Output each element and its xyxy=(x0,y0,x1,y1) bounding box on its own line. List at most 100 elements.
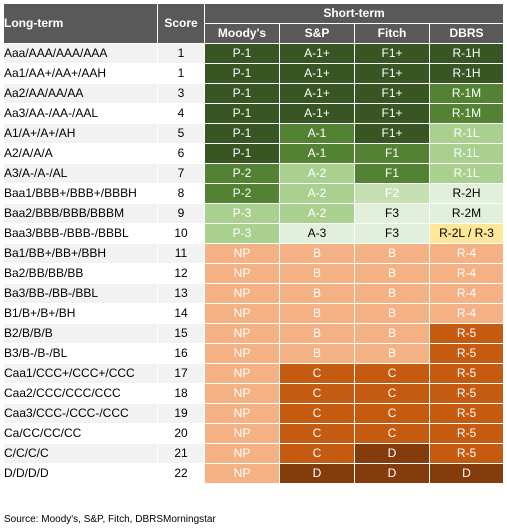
sp-short-term-cell: B xyxy=(279,263,355,284)
moodys-short-term-cell: NP xyxy=(204,383,280,404)
table-row: Aa2/AA/AA/AA 3 P-1 A-1+ F1+ R-1M xyxy=(3,83,505,104)
score-cell: 5 xyxy=(157,123,205,144)
dbrs-short-term-cell: R-1H xyxy=(428,63,505,84)
dbrs-short-term-cell: R-2L / R-3 xyxy=(428,223,505,244)
fitch-short-term-cell: C xyxy=(354,403,430,424)
sp-short-term-cell: B xyxy=(279,243,355,264)
dbrs-short-term-cell: R-4 xyxy=(428,303,505,324)
table-row: Aaa/AAA/AAA/AAA 1 P-1 A-1+ F1+ R-1H xyxy=(3,43,505,64)
score-cell: 1 xyxy=(157,43,205,64)
fitch-short-term-cell: F1+ xyxy=(354,83,430,104)
table-row: Ba3/BB-/BB-/BBL 13 NP B B R-4 xyxy=(3,283,505,304)
dbrs-short-term-cell: R-4 xyxy=(428,283,505,304)
dbrs-short-term-cell: R-4 xyxy=(428,263,505,284)
score-cell: 6 xyxy=(157,143,205,164)
long-term-rating: B3/B-/B-/BL xyxy=(3,343,158,364)
long-term-rating: A1/A+/A+/AH xyxy=(3,123,158,144)
table-row: B2/B/B/B 15 NP B B R-5 xyxy=(3,323,505,344)
score-cell: 17 xyxy=(157,363,205,384)
dbrs-short-term-cell: R-5 xyxy=(428,343,505,364)
sp-short-term-cell: A-3 xyxy=(279,223,355,244)
moodys-short-term-cell: P-2 xyxy=(204,183,280,204)
moodys-short-term-cell: P-1 xyxy=(204,103,280,124)
long-term-rating: Ba1/BB+/BB+/BBH xyxy=(3,243,158,264)
sp-short-term-cell: A-1 xyxy=(279,123,355,144)
fitch-short-term-cell: D xyxy=(354,443,430,464)
table-row: Aa3/AA-/AA-/AAL 4 P-1 A-1+ F1+ R-1M xyxy=(3,103,505,124)
score-cell: 14 xyxy=(157,303,205,324)
header-dbrs: DBRS xyxy=(428,23,505,44)
sp-short-term-cell: C xyxy=(279,363,355,384)
table-row: Caa1/CCC+/CCC+/CCC 17 NP C C R-5 xyxy=(3,363,505,384)
table-row: B3/B-/B-/BL 16 NP B B R-5 xyxy=(3,343,505,364)
long-term-rating: Caa3/CCC-/CCC-/CCC xyxy=(3,403,158,424)
dbrs-short-term-cell: R-1M xyxy=(428,103,505,124)
moodys-short-term-cell: NP xyxy=(204,323,280,344)
score-cell: 16 xyxy=(157,343,205,364)
table-row: Caa2/CCC/CCC/CCC 18 NP C C R-5 xyxy=(3,383,505,404)
long-term-rating: Ca/CC/CC/CC xyxy=(3,423,158,444)
fitch-short-term-cell: F1+ xyxy=(354,103,430,124)
long-term-rating: Caa1/CCC+/CCC+/CCC xyxy=(3,363,158,384)
dbrs-short-term-cell: D xyxy=(428,463,505,484)
score-cell: 4 xyxy=(157,103,205,124)
long-term-rating: C/C/C/C xyxy=(3,443,158,464)
moodys-short-term-cell: NP xyxy=(204,263,280,284)
table-row: A2/A/A/A 6 P-1 A-1 F1 R-1L xyxy=(3,143,505,164)
fitch-short-term-cell: B xyxy=(354,303,430,324)
sp-short-term-cell: A-1+ xyxy=(279,83,355,104)
table-row: A3/A-/A-/AL 7 P-2 A-2 F1 R-1L xyxy=(3,163,505,184)
header-score: Score xyxy=(157,3,205,44)
long-term-rating: B2/B/B/B xyxy=(3,323,158,344)
table-row: Baa3/BBB-/BBB-/BBBL 10 P-3 A-3 F3 R-2L / R-3 xyxy=(3,223,505,244)
score-cell: 3 xyxy=(157,83,205,104)
header-row-2: Moody's S&P Fitch DBRS xyxy=(4,23,505,44)
moodys-short-term-cell: P-3 xyxy=(204,223,280,244)
sp-short-term-cell: A-2 xyxy=(279,203,355,224)
fitch-short-term-cell: F3 xyxy=(354,203,430,224)
moodys-short-term-cell: NP xyxy=(204,363,280,384)
header-moodys: Moody's xyxy=(204,23,280,44)
moodys-short-term-cell: NP xyxy=(204,443,280,464)
score-cell: 19 xyxy=(157,403,205,424)
ratings-body: Aaa/AAA/AAA/AAA 1 P-1 A-1+ F1+ R-1H Aa1/AA+/AA… xyxy=(3,43,505,484)
score-cell: 7 xyxy=(157,163,205,184)
moodys-short-term-cell: P-1 xyxy=(204,63,280,84)
dbrs-short-term-cell: R-5 xyxy=(428,443,505,464)
moodys-short-term-cell: NP xyxy=(204,403,280,424)
table-row: A1/A+/A+/AH 5 P-1 A-1 F1+ R-1L xyxy=(3,123,505,144)
score-cell: 10 xyxy=(157,223,205,244)
long-term-rating: Baa3/BBB-/BBB-/BBBL xyxy=(3,223,158,244)
sp-short-term-cell: C xyxy=(279,423,355,444)
score-cell: 11 xyxy=(157,243,205,264)
long-term-rating: Baa2/BBB/BBB/BBBM xyxy=(3,203,158,224)
long-term-rating: D/D/D/D xyxy=(3,463,158,484)
fitch-short-term-cell: B xyxy=(354,283,430,304)
dbrs-short-term-cell: R-5 xyxy=(428,403,505,424)
dbrs-short-term-cell: R-1L xyxy=(428,123,505,144)
score-cell: 13 xyxy=(157,283,205,304)
score-cell: 20 xyxy=(157,423,205,444)
long-term-rating: Aa2/AA/AA/AA xyxy=(3,83,158,104)
moodys-short-term-cell: P-1 xyxy=(204,43,280,64)
moodys-short-term-cell: P-1 xyxy=(204,123,280,144)
fitch-short-term-cell: F1+ xyxy=(354,63,430,84)
header-fitch: Fitch xyxy=(354,23,430,44)
sp-short-term-cell: C xyxy=(279,383,355,404)
header-short-term: Short-term xyxy=(203,3,505,24)
dbrs-short-term-cell: R-1H xyxy=(428,43,505,64)
dbrs-short-term-cell: R-5 xyxy=(428,323,505,344)
moodys-short-term-cell: NP xyxy=(204,343,280,364)
fitch-short-term-cell: D xyxy=(354,463,430,484)
dbrs-short-term-cell: R-2M xyxy=(428,203,505,224)
score-cell: 12 xyxy=(157,263,205,284)
header-sp: S&P xyxy=(279,23,355,44)
source-note: Source: Moody's, S&P, Fitch, DBRSMorning… xyxy=(4,514,216,525)
sp-short-term-cell: D xyxy=(279,463,355,484)
moodys-short-term-cell: P-3 xyxy=(204,203,280,224)
table-row: D/D/D/D 22 NP D D D xyxy=(3,463,505,484)
score-cell: 9 xyxy=(157,203,205,224)
sp-short-term-cell: A-1 xyxy=(279,143,355,164)
long-term-rating: Ba3/BB-/BB-/BBL xyxy=(3,283,158,304)
score-cell: 8 xyxy=(157,183,205,204)
